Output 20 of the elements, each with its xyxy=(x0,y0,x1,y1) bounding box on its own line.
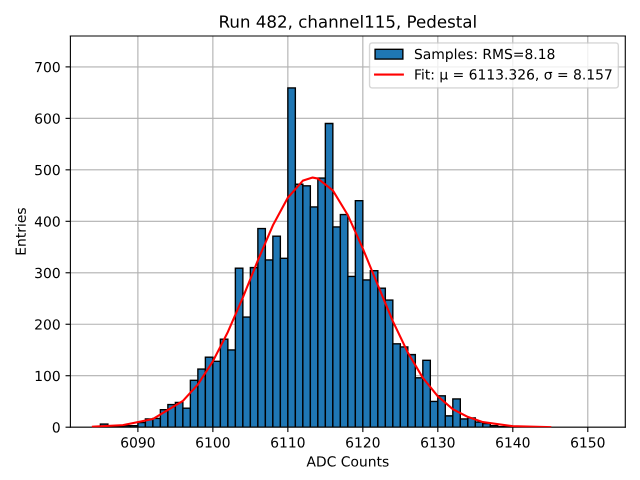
y-tick-label: 600 xyxy=(35,113,60,124)
x-tick-label: 6090 xyxy=(121,437,155,448)
y-tick-label: 500 xyxy=(35,164,60,176)
x-axis-title: ADC Counts xyxy=(306,456,389,467)
x-tick-label: 6120 xyxy=(346,437,380,448)
x-tick-label: 6150 xyxy=(571,437,605,448)
y-axis-title: Entries xyxy=(15,208,26,254)
x-tick-label: 6100 xyxy=(196,437,230,448)
legend-label: Fit: μ = 6113.326, σ = 8.157 xyxy=(415,68,612,82)
x-tick-label: 6140 xyxy=(496,437,530,448)
y-tick-label: 300 xyxy=(35,268,60,278)
y-tick-label: 100 xyxy=(36,370,60,382)
x-tick-label: 6110 xyxy=(271,437,305,448)
chart-title: Run 482, channel115, Pedestal xyxy=(220,15,476,30)
x-tick-label: 6130 xyxy=(421,437,455,448)
y-tick-label: 0 xyxy=(52,422,60,433)
y-tick-label: 700 xyxy=(35,62,60,72)
y-tick-label: 200 xyxy=(35,319,60,330)
y-tick-label: 400 xyxy=(34,216,60,227)
legend-label: Samples: RMS=8.18 xyxy=(414,48,554,62)
